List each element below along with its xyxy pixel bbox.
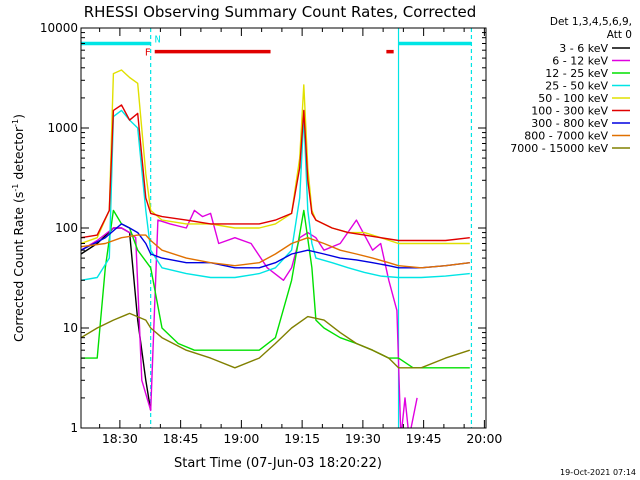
y-axis-label-main: Corrected Count Rate (s <box>11 192 26 342</box>
legend-entry-label: 3 - 6 keV <box>559 42 608 55</box>
flare-flag-label: F <box>145 48 151 59</box>
night-flag-label: N <box>155 34 161 45</box>
y-axis-label-mid: detector <box>11 126 26 184</box>
legend-header-line-1: Det 1,3,4,5,6,9, <box>550 16 632 28</box>
x-tick-label: 20:00 <box>466 431 502 446</box>
y-axis-label-exp-1: -1 <box>11 184 20 192</box>
x-tick-label: 18:30 <box>102 431 138 446</box>
legend-entry-label: 300 - 800 keV <box>531 117 608 130</box>
series-line <box>81 234 470 269</box>
chart-title: RHESSI Observing Summary Count Rates, Co… <box>84 3 477 21</box>
series-line <box>81 109 470 281</box>
legend-entry-label: 7000 - 15000 keV <box>510 142 608 155</box>
timestamp: 19-Oct-2021 07:14 <box>560 468 636 477</box>
x-tick-label: 19:30 <box>345 431 381 446</box>
legend-entry-label: 50 - 100 keV <box>538 92 608 105</box>
y-axis-label-end: ) <box>11 114 26 119</box>
series-group <box>81 69 471 428</box>
y-tick-label: 100 <box>55 221 78 235</box>
y-axis-label-exp-2: -1 <box>11 119 20 127</box>
y-tick-label: 1 <box>70 421 78 435</box>
legend-entry-label: 6 - 12 keV <box>552 55 608 68</box>
series-line <box>81 104 470 242</box>
y-tick-label: 10000 <box>40 21 78 35</box>
legend-entry-label: 12 - 25 keV <box>545 67 608 80</box>
x-tick-label: 18:45 <box>163 431 199 446</box>
legend-entry-label: 25 - 50 keV <box>545 80 608 93</box>
x-tick-label: 19:15 <box>284 431 320 446</box>
x-tick-label: 19:00 <box>223 431 259 446</box>
axis-ticks: 1 10 100 1000 10000 18:30 18:45 19:00 19:15 19:30… <box>40 21 503 446</box>
x-tick-label: 19:45 <box>406 431 442 446</box>
y-tick-label: 1000 <box>47 121 78 135</box>
series-line <box>81 223 470 269</box>
y-axis-label: Corrected Count Rate (s-1 detector-1) <box>11 114 26 342</box>
legend-header-line-2: Att 0 <box>607 29 632 41</box>
series-line <box>81 312 471 369</box>
y-tick-label: 10 <box>63 321 78 335</box>
x-axis-label: Start Time (07-Jun-03 18:20:22) <box>174 456 382 471</box>
flag-bars: NF <box>81 34 472 59</box>
legend-entry-label: 100 - 300 keV <box>531 105 608 118</box>
series-line <box>81 69 470 245</box>
legend-entry-label: 800 - 7000 keV <box>524 130 608 143</box>
